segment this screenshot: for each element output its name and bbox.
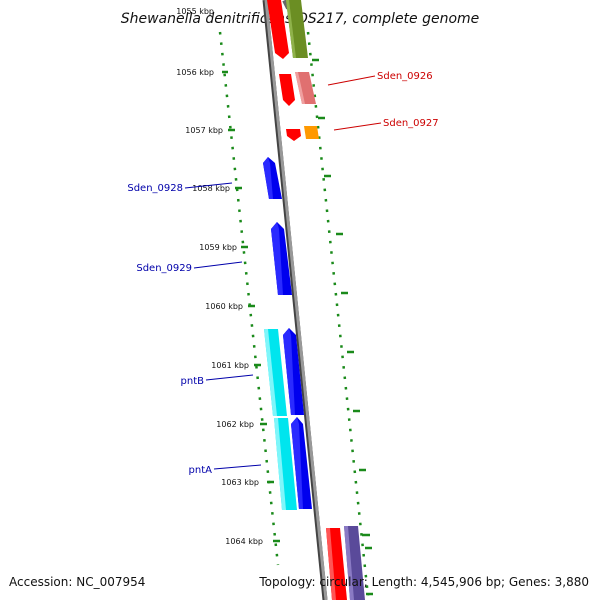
label-sden-0929[interactable]: Sden_0929: [136, 263, 192, 274]
label-pntB[interactable]: pntB: [181, 376, 205, 387]
scale-label-1056: 1056 kbp: [176, 68, 214, 77]
left-major-ticks: [222, 70, 280, 543]
label-sden-0927[interactable]: Sden_0927: [383, 118, 439, 129]
right-major-ticks: [312, 58, 373, 596]
scale-rails: [218, 31, 370, 597]
gene-sden-0926-left[interactable]: [279, 74, 295, 106]
leader-pntB: [205, 374, 254, 381]
scale-label-1061: 1061 kbp: [211, 361, 249, 370]
scale-label-1063: 1063 kbp: [221, 478, 259, 487]
leader-sden-0926: [327, 75, 376, 86]
leader-sden-0928: [184, 182, 233, 189]
scale-label-1055: 1055 kbp: [176, 7, 214, 16]
leader-sden-0927: [333, 122, 382, 131]
gene-label-leaders: [184, 75, 382, 470]
gene-pntA-right-highlight: [291, 417, 303, 509]
label-sden-0928[interactable]: Sden_0928: [127, 183, 183, 194]
scale-label-1060: 1060 kbp: [205, 302, 243, 311]
scale-label-1059: 1059 kbp: [199, 243, 237, 252]
label-pntA[interactable]: pntA: [189, 465, 213, 476]
topology-summary-text: Topology: circular; Length: 4,545,906 bp…: [258, 575, 589, 589]
gene-pntB-highlight: [264, 329, 277, 416]
gene-sden-0927-left[interactable]: [286, 129, 301, 141]
gene-bottom-slate-highlight: [344, 526, 354, 600]
gene-sden-0928-highlight: [263, 157, 273, 199]
gene-sden-0927[interactable]: [304, 126, 319, 139]
gene-features: [263, 0, 365, 600]
leader-pntA: [213, 464, 262, 470]
scale-labels: 1055 kbp 1056 kbp 1057 kbp 1058 kbp 1059…: [176, 7, 263, 546]
leader-sden-0929: [193, 261, 243, 269]
gene-bottom-red-highlight: [326, 528, 336, 600]
right-scale-rail: [306, 31, 370, 597]
scale-label-1062: 1062 kbp: [216, 420, 254, 429]
gene-pntA-highlight: [274, 418, 286, 510]
gene-sden-0926-highlight: [295, 72, 305, 104]
scale-label-1058: 1058 kbp: [192, 184, 230, 193]
gene-pntB-right-highlight: [283, 328, 295, 415]
gene-top-olive-highlight: [286, 0, 296, 58]
gene-labels: Sden_0926 Sden_0927 Sden_0928 Sden_0929 …: [127, 71, 438, 476]
accession-text: Accession: NC_007954: [9, 575, 145, 589]
label-sden-0926[interactable]: Sden_0926: [377, 71, 433, 82]
gene-sden-0929-highlight: [271, 222, 283, 295]
gene-top-red-reverse[interactable]: [267, 0, 289, 59]
genome-backbone: [264, 0, 328, 600]
scale-label-1064: 1064 kbp: [225, 537, 263, 546]
scale-label-1057: 1057 kbp: [185, 126, 223, 135]
